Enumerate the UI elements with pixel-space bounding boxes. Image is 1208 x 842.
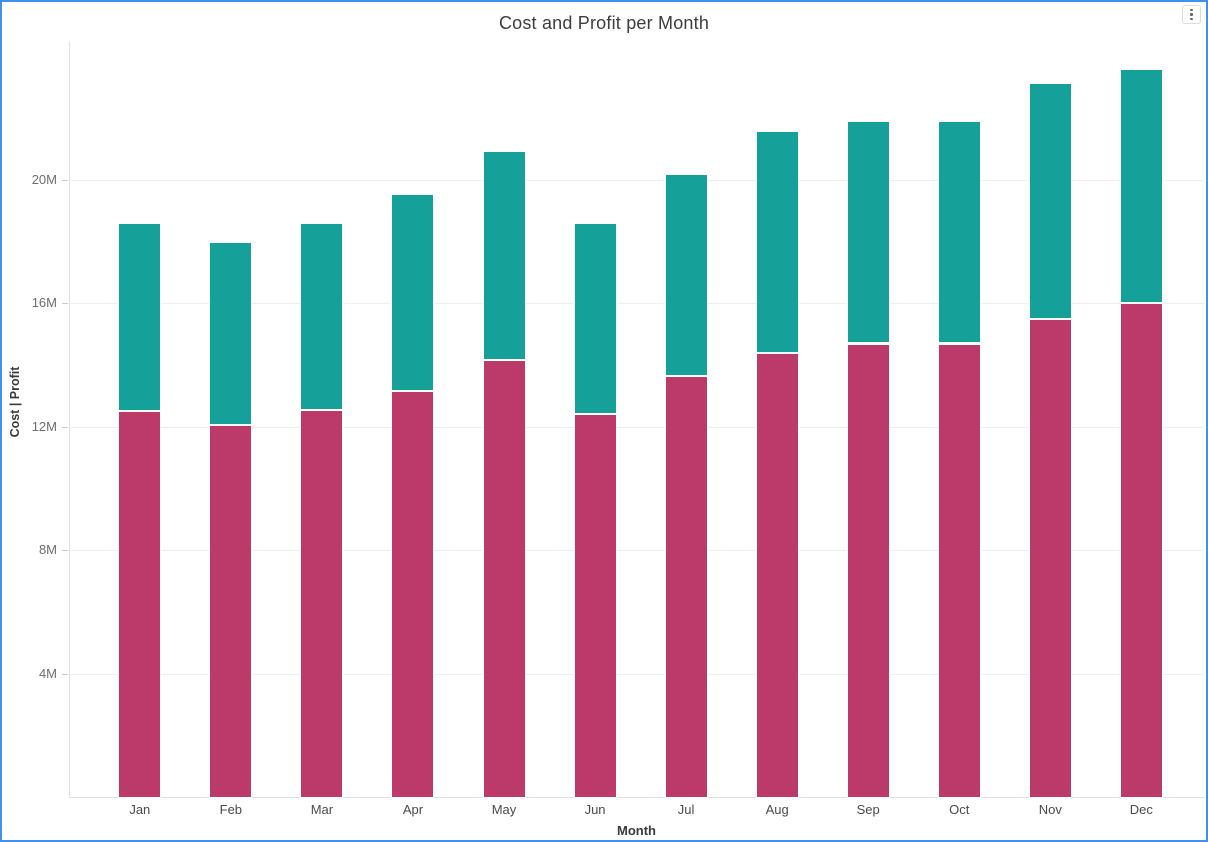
bar-segment-cost-feb[interactable] bbox=[209, 425, 253, 798]
bar-segment-cost-sep[interactable] bbox=[846, 343, 890, 798]
y-tick-label: 4M bbox=[38, 665, 57, 681]
gridline bbox=[69, 673, 1204, 675]
y-axis-tick bbox=[62, 673, 68, 675]
chart-title: Cost and Profit per Month bbox=[498, 13, 710, 33]
gridline bbox=[69, 550, 1204, 552]
y-tick-label: 12M bbox=[31, 418, 57, 434]
y-axis-tick bbox=[62, 550, 68, 552]
bar-segment-cost-aug[interactable] bbox=[755, 352, 799, 798]
y-tick-label: 8M bbox=[38, 542, 57, 558]
gridline bbox=[69, 426, 1204, 428]
bar-segment-cost-apr[interactable] bbox=[391, 391, 435, 798]
x-axis-title: Month bbox=[617, 823, 656, 838]
y-axis-tick bbox=[62, 426, 68, 428]
x-tick-label: Jul bbox=[677, 802, 695, 817]
bar-segment-cost-jul[interactable] bbox=[664, 375, 708, 798]
bar-segment-profit-oct[interactable] bbox=[937, 121, 981, 344]
x-tick-label: Dec bbox=[1129, 802, 1153, 817]
x-tick-label: Nov bbox=[1038, 802, 1062, 817]
y-axis-tick bbox=[62, 303, 68, 305]
x-tick-label: May bbox=[491, 802, 517, 817]
bar-segment-profit-may[interactable] bbox=[482, 150, 526, 361]
y-axis-tick bbox=[62, 180, 68, 181]
x-tick-label: Oct bbox=[949, 802, 970, 817]
x-tick-label: Jan bbox=[129, 802, 151, 817]
gridline bbox=[69, 303, 1204, 305]
bar-segment-cost-mar[interactable] bbox=[300, 409, 344, 798]
bar-segment-profit-mar[interactable] bbox=[300, 223, 344, 410]
bar-segment-cost-may[interactable] bbox=[482, 360, 526, 798]
bar-segment-profit-jul[interactable] bbox=[664, 173, 708, 376]
y-tick-label: 20M bbox=[31, 172, 57, 187]
y-axis-line bbox=[69, 42, 70, 797]
bar-segment-profit-aug[interactable] bbox=[755, 130, 799, 353]
bar-segment-profit-sep[interactable] bbox=[846, 121, 890, 344]
gridline bbox=[69, 180, 1204, 181]
bar-segment-cost-jan[interactable] bbox=[118, 411, 162, 798]
chart-options-button[interactable] bbox=[1182, 5, 1201, 24]
bar-segment-cost-jun[interactable] bbox=[573, 414, 617, 798]
bar-segment-cost-oct[interactable] bbox=[937, 343, 981, 798]
x-tick-label: Feb bbox=[219, 802, 243, 817]
x-axis-line bbox=[69, 797, 1204, 798]
kebab-menu-icon bbox=[1190, 8, 1193, 21]
bar-segment-cost-dec[interactable] bbox=[1119, 303, 1163, 798]
x-tick-label: Aug bbox=[765, 802, 789, 817]
bar-segment-profit-jan[interactable] bbox=[118, 223, 162, 412]
y-tick-label: 16M bbox=[31, 295, 57, 311]
x-tick-label: Jun bbox=[584, 802, 606, 817]
bar-segment-profit-feb[interactable] bbox=[209, 241, 253, 426]
bar-segment-profit-apr[interactable] bbox=[391, 193, 435, 392]
x-tick-label: Sep bbox=[856, 802, 880, 817]
bar-segment-profit-jun[interactable] bbox=[573, 223, 617, 415]
bar-segment-cost-nov[interactable] bbox=[1028, 318, 1072, 798]
x-tick-label: Mar bbox=[310, 802, 334, 817]
bar-segment-profit-nov[interactable] bbox=[1028, 82, 1072, 319]
bar-segment-profit-dec[interactable] bbox=[1119, 68, 1163, 304]
x-tick-label: Apr bbox=[402, 802, 424, 817]
